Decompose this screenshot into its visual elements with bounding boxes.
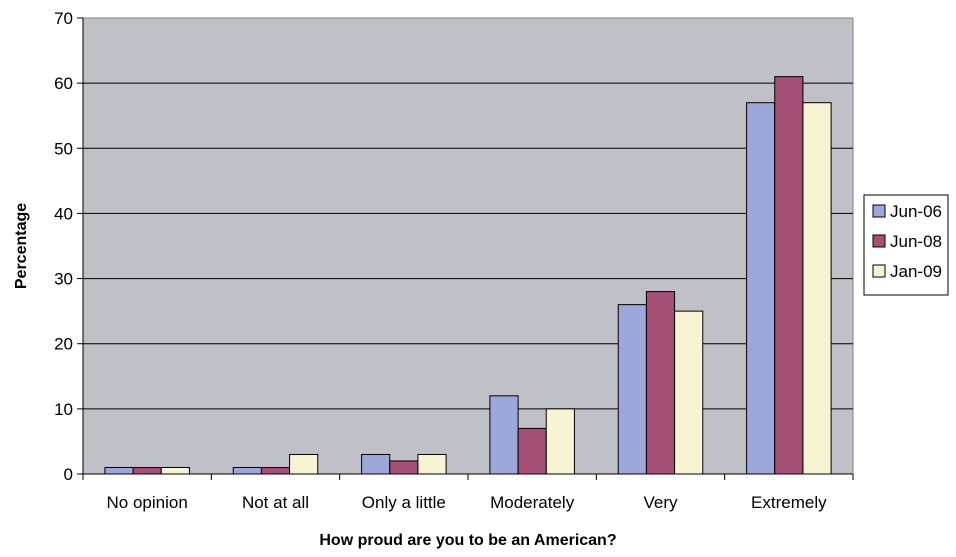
x-tick-label: Moderately	[490, 493, 575, 512]
bar-jun-08-extremely	[774, 76, 804, 475]
y-tick-label: 40	[54, 204, 73, 223]
bar-jan-09-not-at-all	[289, 453, 319, 475]
x-axis-title: How proud are you to be an American?	[319, 532, 616, 549]
bar-jan-09-extremely	[802, 102, 832, 475]
x-tick-label: Only a little	[362, 493, 446, 512]
bar-jun-08-only-a-little	[389, 460, 419, 475]
bars	[104, 76, 832, 475]
legend-swatch	[872, 234, 886, 248]
x-tick-labels: No opinion Not at all Only a little Moderat…	[107, 493, 828, 512]
legend: Jun-06 Jun-08 Jan-09	[863, 194, 949, 296]
bar-jan-09-only-a-little	[417, 453, 447, 475]
legend-label: Jun-08	[890, 232, 942, 251]
x-tick-label: Very	[643, 493, 678, 512]
y-axis-title: Percentage	[13, 203, 30, 289]
bar-jun-06-no-opinion	[104, 466, 134, 475]
y-tick-label: 0	[64, 465, 73, 484]
bar-jan-09-no-opinion	[160, 466, 190, 475]
y-tick-label: 70	[54, 9, 73, 28]
y-tick-label: 50	[54, 139, 73, 158]
x-tick-label: Extremely	[751, 493, 827, 512]
bar-jun-08-moderately	[517, 427, 547, 475]
bar-jan-09-very	[674, 310, 704, 475]
bar-jan-09-moderately	[545, 408, 575, 475]
bar-jun-06-moderately	[489, 395, 519, 475]
plot-area	[82, 17, 854, 475]
legend-swatch	[872, 204, 886, 218]
bar-jun-06-only-a-little	[361, 453, 391, 475]
x-tick-label: Not at all	[242, 493, 309, 512]
bar-jun-06-not-at-all	[232, 466, 262, 475]
bar-jun-08-no-opinion	[132, 466, 162, 475]
bar-jun-06-very	[617, 304, 647, 475]
legend-swatch	[872, 264, 886, 278]
legend-label: Jun-06	[890, 202, 942, 221]
y-tick-label: 60	[54, 74, 73, 93]
bar-jun-08-not-at-all	[260, 466, 291, 475]
legend-label: Jan-09	[890, 262, 942, 281]
y-tick-label: 10	[54, 400, 73, 419]
y-tick-label: 30	[54, 270, 73, 289]
x-tick-label: No opinion	[107, 493, 188, 512]
y-tick-labels: 0 10 20 30 40 50 60 70	[54, 9, 73, 484]
bar-jun-08-very	[645, 291, 676, 475]
axes	[77, 17, 854, 480]
y-tick-label: 20	[54, 335, 73, 354]
grid-lines	[83, 82, 853, 410]
bar-jun-06-extremely	[746, 102, 776, 475]
